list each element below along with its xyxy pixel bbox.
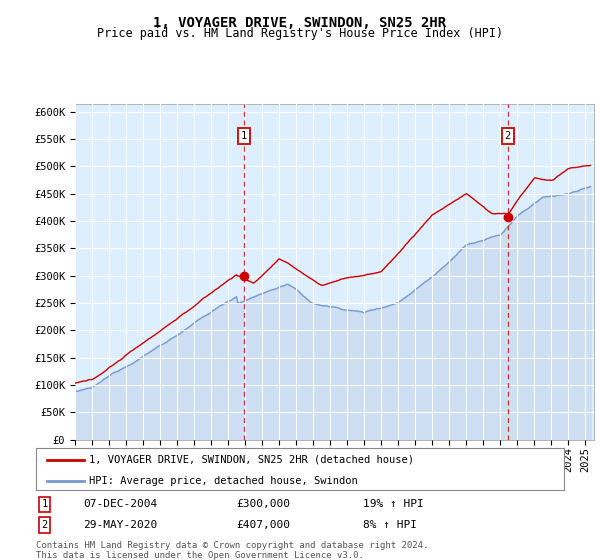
Text: £407,000: £407,000 — [236, 520, 290, 530]
Text: 2: 2 — [505, 132, 511, 141]
Text: 8% ↑ HPI: 8% ↑ HPI — [364, 520, 418, 530]
Text: 2: 2 — [41, 520, 47, 530]
Text: 29-MAY-2020: 29-MAY-2020 — [83, 520, 158, 530]
Text: Contains HM Land Registry data © Crown copyright and database right 2024.
This d: Contains HM Land Registry data © Crown c… — [36, 541, 428, 560]
Text: 07-DEC-2004: 07-DEC-2004 — [83, 500, 158, 510]
Text: £300,000: £300,000 — [236, 500, 290, 510]
Text: 1, VOYAGER DRIVE, SWINDON, SN25 2HR (detached house): 1, VOYAGER DRIVE, SWINDON, SN25 2HR (det… — [89, 455, 414, 465]
Text: 19% ↑ HPI: 19% ↑ HPI — [364, 500, 424, 510]
Text: Price paid vs. HM Land Registry's House Price Index (HPI): Price paid vs. HM Land Registry's House … — [97, 27, 503, 40]
Text: 1, VOYAGER DRIVE, SWINDON, SN25 2HR: 1, VOYAGER DRIVE, SWINDON, SN25 2HR — [154, 16, 446, 30]
Text: 1: 1 — [41, 500, 47, 510]
Text: 1: 1 — [241, 132, 247, 141]
Text: HPI: Average price, detached house, Swindon: HPI: Average price, detached house, Swin… — [89, 476, 358, 486]
